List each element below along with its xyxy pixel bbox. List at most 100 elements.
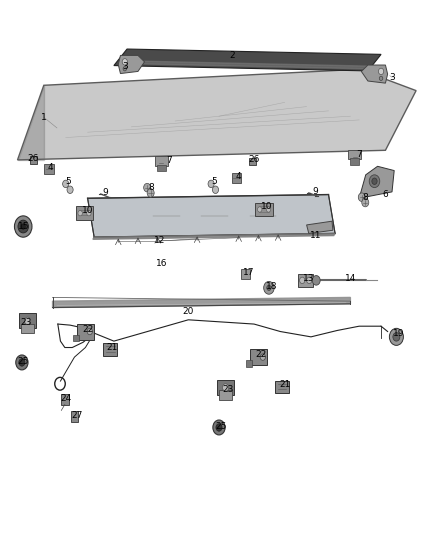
- Circle shape: [223, 384, 229, 391]
- Text: 5: 5: [212, 177, 218, 185]
- Circle shape: [212, 186, 219, 193]
- Polygon shape: [93, 233, 335, 239]
- Text: 25: 25: [17, 357, 28, 366]
- Text: 6: 6: [382, 190, 389, 199]
- Text: 9: 9: [102, 189, 108, 197]
- Circle shape: [358, 193, 365, 201]
- Circle shape: [87, 328, 92, 335]
- Circle shape: [63, 180, 69, 188]
- Circle shape: [258, 207, 262, 212]
- FancyBboxPatch shape: [77, 324, 94, 340]
- Polygon shape: [114, 49, 381, 71]
- Circle shape: [147, 189, 154, 197]
- FancyBboxPatch shape: [157, 165, 166, 171]
- Text: 21: 21: [279, 381, 290, 389]
- FancyBboxPatch shape: [71, 411, 78, 422]
- Text: 10: 10: [82, 206, 93, 215]
- Text: 20: 20: [183, 308, 194, 316]
- Text: 14: 14: [345, 274, 356, 282]
- FancyBboxPatch shape: [30, 156, 37, 164]
- Text: 8: 8: [363, 193, 369, 201]
- Text: 4: 4: [236, 173, 241, 181]
- Circle shape: [78, 211, 82, 216]
- FancyBboxPatch shape: [19, 313, 36, 328]
- Circle shape: [307, 277, 312, 284]
- Text: 9: 9: [312, 188, 318, 196]
- FancyBboxPatch shape: [255, 203, 273, 216]
- FancyBboxPatch shape: [298, 274, 313, 287]
- Text: 4: 4: [48, 164, 53, 172]
- Circle shape: [213, 420, 225, 435]
- Text: 17: 17: [243, 269, 254, 277]
- FancyBboxPatch shape: [232, 173, 241, 183]
- Text: 22: 22: [255, 350, 266, 359]
- Polygon shape: [88, 195, 335, 237]
- Text: 18: 18: [266, 282, 277, 291]
- FancyBboxPatch shape: [246, 360, 252, 367]
- Circle shape: [216, 424, 222, 431]
- Text: 3: 3: [389, 73, 395, 82]
- Text: 7: 7: [356, 150, 362, 159]
- Text: 5: 5: [65, 177, 71, 185]
- Circle shape: [14, 216, 32, 237]
- Text: 23: 23: [222, 385, 233, 393]
- Circle shape: [122, 59, 127, 65]
- Circle shape: [67, 186, 73, 193]
- Circle shape: [16, 355, 28, 370]
- Text: 27: 27: [71, 411, 82, 420]
- Text: 26: 26: [248, 156, 260, 164]
- FancyBboxPatch shape: [348, 150, 361, 159]
- FancyBboxPatch shape: [21, 324, 34, 333]
- Text: 11: 11: [310, 231, 321, 240]
- FancyBboxPatch shape: [219, 390, 232, 400]
- Circle shape: [18, 220, 28, 233]
- Circle shape: [264, 281, 274, 294]
- FancyBboxPatch shape: [217, 380, 234, 395]
- Text: 12: 12: [154, 237, 166, 245]
- Circle shape: [21, 224, 25, 229]
- FancyBboxPatch shape: [61, 394, 69, 405]
- Text: 16: 16: [156, 260, 168, 268]
- Circle shape: [266, 207, 271, 212]
- Text: 26: 26: [27, 154, 39, 163]
- Text: 3: 3: [122, 62, 128, 71]
- Text: 24: 24: [60, 394, 71, 403]
- Text: 10: 10: [261, 203, 273, 211]
- FancyBboxPatch shape: [250, 349, 267, 365]
- FancyBboxPatch shape: [73, 335, 79, 341]
- Circle shape: [372, 178, 377, 184]
- FancyBboxPatch shape: [155, 156, 168, 166]
- Circle shape: [208, 180, 214, 188]
- FancyBboxPatch shape: [241, 269, 250, 279]
- Text: 7: 7: [166, 157, 172, 165]
- Polygon shape: [53, 297, 350, 308]
- FancyBboxPatch shape: [350, 158, 359, 165]
- FancyBboxPatch shape: [76, 206, 93, 220]
- Circle shape: [260, 354, 265, 360]
- Circle shape: [123, 67, 127, 71]
- Polygon shape: [359, 166, 394, 198]
- Circle shape: [300, 277, 305, 284]
- Circle shape: [19, 359, 25, 366]
- Circle shape: [144, 183, 151, 192]
- Polygon shape: [18, 69, 416, 160]
- Circle shape: [389, 328, 403, 345]
- Circle shape: [378, 68, 384, 75]
- Text: 23: 23: [21, 318, 32, 327]
- Polygon shape: [118, 61, 368, 69]
- Text: 13: 13: [303, 274, 314, 282]
- FancyBboxPatch shape: [250, 158, 256, 165]
- FancyBboxPatch shape: [44, 164, 54, 174]
- Text: 21: 21: [106, 343, 117, 352]
- Circle shape: [393, 333, 400, 341]
- Circle shape: [25, 317, 31, 325]
- FancyBboxPatch shape: [103, 343, 117, 356]
- Text: 15: 15: [18, 222, 30, 231]
- FancyBboxPatch shape: [275, 381, 289, 393]
- Text: 22: 22: [82, 325, 93, 334]
- Polygon shape: [361, 65, 388, 83]
- Circle shape: [267, 285, 271, 290]
- Circle shape: [87, 211, 91, 216]
- Polygon shape: [118, 55, 145, 74]
- Text: 1: 1: [41, 113, 47, 122]
